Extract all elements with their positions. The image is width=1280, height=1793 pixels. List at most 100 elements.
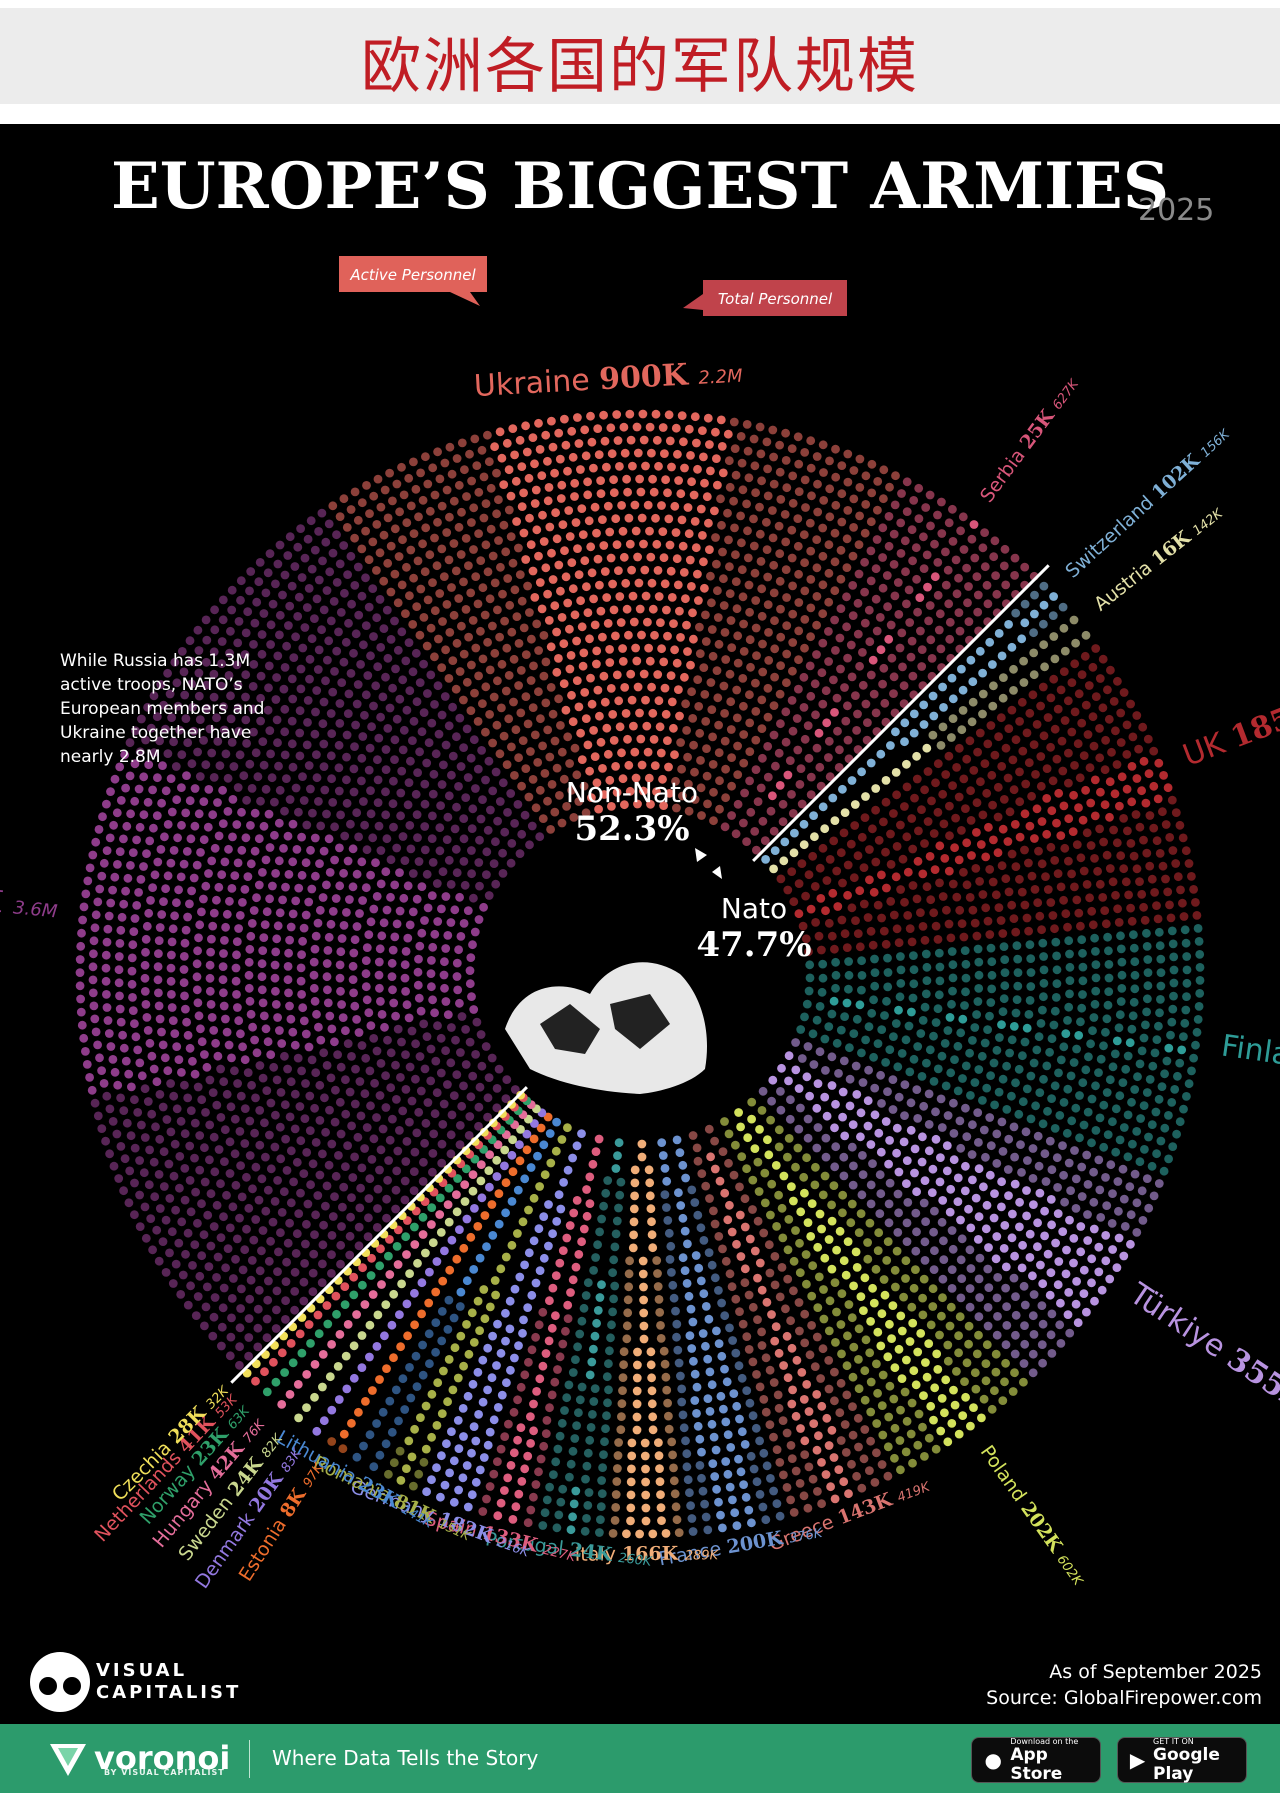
- dot-russia: [378, 1124, 388, 1134]
- dot-uk: [1049, 674, 1059, 684]
- dot-spain: [585, 1199, 595, 1208]
- dot-uk: [1046, 898, 1056, 907]
- dot-finland: [1002, 1105, 1012, 1114]
- dot-russia: [234, 617, 244, 626]
- dot-russia: [288, 819, 298, 829]
- dot-ukraine: [364, 555, 374, 565]
- dot-russia: [242, 795, 252, 805]
- dot-russia: [318, 719, 328, 729]
- dot-ukraine: [776, 604, 785, 614]
- dot-ukraine: [769, 588, 779, 598]
- dot-ukraine: [547, 416, 556, 426]
- dot-t-rkiye: [906, 1125, 916, 1135]
- dot-russia: [250, 808, 260, 818]
- dot-italy: [628, 1243, 638, 1253]
- dot-poland: [878, 1430, 888, 1440]
- dot-serbia: [865, 637, 875, 647]
- dot-poland: [874, 1228, 884, 1238]
- dot-ukraine: [755, 502, 764, 512]
- dot-russia: [218, 975, 228, 985]
- dot-ukraine: [376, 502, 386, 512]
- dot-italy: [659, 1346, 669, 1356]
- dot-uk: [837, 915, 847, 925]
- dot-russia: [481, 775, 490, 785]
- dot-finland: [873, 1039, 883, 1048]
- dot-russia: [139, 772, 149, 782]
- dot-t-rkiye: [784, 1076, 793, 1086]
- dot-russia: [158, 1040, 168, 1050]
- dot-finland: [943, 1026, 953, 1035]
- dot-t-rkiye: [984, 1283, 994, 1292]
- dot-ukraine: [701, 637, 711, 646]
- dot-romania: [469, 1338, 479, 1347]
- dot-russia: [349, 787, 359, 797]
- dot-russia: [183, 1030, 193, 1040]
- dot-russia: [128, 993, 137, 1002]
- dot-finland: [935, 962, 945, 972]
- dot-ukraine: [521, 555, 531, 564]
- dot-germany: [440, 1480, 450, 1490]
- dot-russia: [160, 1053, 170, 1063]
- dot-russia: [427, 891, 437, 900]
- dot-t-rkiye: [989, 1213, 999, 1223]
- dot-uk: [1079, 866, 1089, 876]
- dot-t-rkiye: [803, 1114, 813, 1124]
- dot-russia: [226, 691, 235, 701]
- dot-ukraine: [543, 796, 552, 806]
- dot-finland: [974, 970, 984, 980]
- dot-russia: [311, 1068, 321, 1078]
- dot-poland: [772, 1222, 781, 1231]
- dot-russia: [383, 1175, 392, 1185]
- dot-poland: [961, 1392, 970, 1402]
- dot-t-rkiye: [1023, 1156, 1032, 1165]
- dot-russia: [238, 1042, 248, 1052]
- dot-ukraine: [756, 449, 766, 459]
- dot-ukraine: [636, 734, 646, 744]
- segment-portugal: [538, 1138, 626, 1537]
- dot-italy: [632, 1412, 642, 1422]
- dot-poland: [736, 1122, 745, 1132]
- dot-uk: [1046, 693, 1056, 703]
- dot-russia: [372, 613, 382, 623]
- dot-t-rkiye: [1094, 1242, 1104, 1252]
- dot-italy: [618, 1373, 628, 1382]
- dot-russia: [311, 931, 321, 941]
- dot-russia: [280, 704, 290, 714]
- dot-ukraine: [716, 494, 725, 504]
- dot-uk: [1105, 777, 1115, 787]
- dot-russia: [305, 674, 314, 684]
- dot-uk: [1003, 773, 1013, 783]
- dot-t-rkiye: [1066, 1186, 1075, 1195]
- dot-uk: [1158, 861, 1168, 871]
- dot-uk: [1015, 767, 1024, 777]
- dot-russia: [170, 657, 180, 667]
- dot-poland: [866, 1317, 875, 1326]
- dot-serbia: [967, 534, 977, 544]
- dot-russia: [250, 846, 260, 856]
- dot-russia: [249, 727, 258, 737]
- dot-russia: [381, 810, 391, 820]
- dot-russia: [236, 576, 246, 586]
- dot-russia: [116, 1142, 126, 1151]
- dot-romania: [437, 1409, 447, 1418]
- dot-ukraine: [751, 488, 760, 498]
- dot-finland: [1180, 925, 1190, 935]
- dot-russia: [186, 656, 196, 666]
- dot-russia: [106, 898, 116, 908]
- dot-russia: [322, 1181, 332, 1191]
- dot-russia: [415, 1052, 425, 1061]
- dot-russia: [99, 858, 109, 868]
- dot-finland: [1142, 1088, 1152, 1097]
- dot-russia: [443, 1010, 453, 1019]
- dot-france: [686, 1501, 695, 1510]
- dot-ukraine: [524, 473, 534, 483]
- dot-t-rkiye: [1126, 1239, 1135, 1249]
- dot-russia: [446, 918, 456, 927]
- dot-ukraine: [654, 592, 664, 601]
- dot-ukraine: [594, 804, 603, 814]
- dot-ukraine: [568, 584, 578, 594]
- dot-russia: [451, 844, 461, 854]
- dot-russia: [273, 1013, 282, 1022]
- dot-russia: [303, 718, 312, 727]
- dot-uk: [1056, 685, 1066, 695]
